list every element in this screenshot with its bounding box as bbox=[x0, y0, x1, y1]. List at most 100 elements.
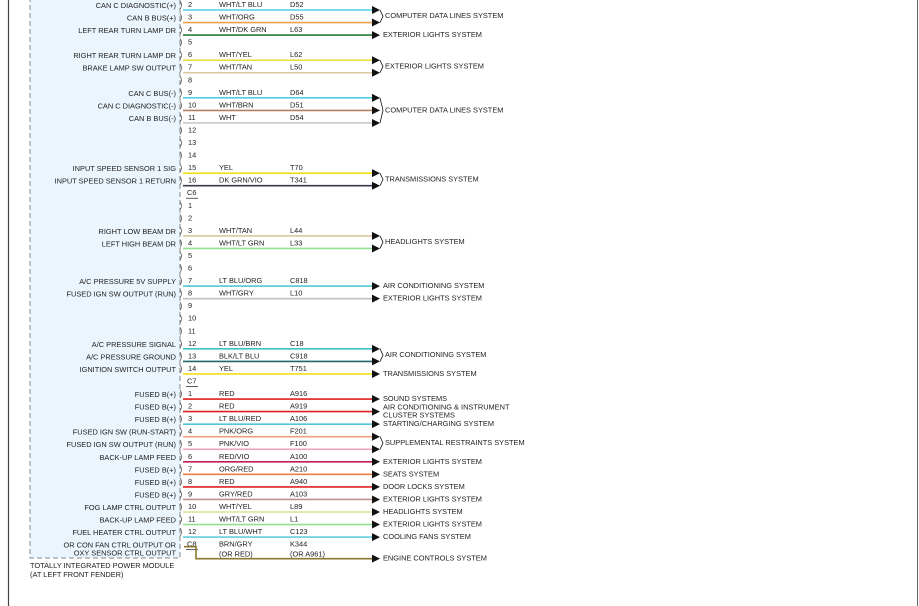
pin-number: 1 bbox=[188, 389, 192, 398]
wire bbox=[184, 545, 372, 560]
wire-color-code: WHT/LT GRN bbox=[219, 238, 264, 247]
arrow bbox=[372, 445, 380, 454]
pin-bracket bbox=[179, 63, 182, 72]
arrow bbox=[372, 395, 380, 404]
pin-label: FUSED B(+) bbox=[135, 478, 176, 487]
pin-number: 13 bbox=[188, 138, 196, 147]
pin-number: 15 bbox=[188, 163, 196, 172]
pin-bracket bbox=[179, 50, 182, 60]
bracket bbox=[379, 9, 384, 23]
destination: AIR CONDITIONING SYSTEM bbox=[385, 350, 486, 359]
circuit-id: A100 bbox=[290, 452, 307, 461]
pin-label: BACK-UP LAMP FEED bbox=[99, 453, 176, 462]
arrow bbox=[372, 554, 380, 563]
pin-bracket bbox=[179, 301, 182, 311]
circuit-id: L1 bbox=[290, 515, 298, 524]
arrow bbox=[372, 6, 380, 14]
wire-color-code: (OR RED) bbox=[219, 550, 253, 559]
pin-bracket bbox=[179, 201, 182, 211]
destination: STARTING/CHARGING SYSTEM bbox=[383, 419, 494, 428]
pin-number: 5 bbox=[188, 251, 192, 260]
pin-bracket bbox=[179, 226, 182, 236]
pin-number: 6 bbox=[188, 264, 192, 273]
footer-text: (AT LEFT FRONT FENDER) bbox=[30, 570, 123, 579]
pin-label: A/C PRESSURE GROUND bbox=[86, 352, 176, 361]
pin-bracket bbox=[179, 427, 182, 436]
pin-bracket bbox=[179, 465, 182, 474]
arrow bbox=[372, 357, 380, 366]
wire-color-code: WHT/ORG bbox=[219, 13, 255, 22]
pin-label: CAN C DIAGNOSTIC(+) bbox=[96, 1, 176, 10]
pin-label: A/C PRESSURE 5V SUPPLY bbox=[79, 277, 176, 286]
destination: COMPUTER DATA LINES SYSTEM bbox=[385, 11, 503, 20]
bracket bbox=[379, 348, 384, 362]
circuit-id: D52 bbox=[290, 0, 304, 9]
pin-number: 7 bbox=[188, 63, 192, 72]
pin-label: FUSED IGN SW OUTPUT (RUN) bbox=[67, 440, 177, 449]
pin-label: BACK-UP LAMP FEED bbox=[99, 516, 176, 525]
pin-number: 4 bbox=[188, 427, 192, 436]
pin-number: 7 bbox=[188, 276, 192, 285]
destination: EXTERIOR LIGHTS SYSTEM bbox=[383, 520, 482, 529]
bracket bbox=[379, 60, 384, 73]
pin-label: LEFT HIGH BEAM DR bbox=[102, 239, 176, 248]
destination: EXTERIOR LIGHTS SYSTEM bbox=[383, 30, 482, 39]
circuit-id: C818 bbox=[290, 276, 308, 285]
pin-number: 11 bbox=[188, 515, 196, 524]
wire-color-code: WHT/LT BLU bbox=[219, 0, 262, 9]
circuit-id: L10 bbox=[290, 289, 302, 298]
pin-bracket bbox=[179, 352, 182, 361]
destination: COMPUTER DATA LINES SYSTEM bbox=[385, 105, 503, 114]
pin-bracket bbox=[179, 440, 182, 449]
arrow bbox=[372, 118, 380, 127]
circuit-id: A106 bbox=[290, 414, 307, 423]
pin-number: 12 bbox=[188, 527, 196, 536]
circuit-id: D51 bbox=[290, 100, 304, 109]
footer-text: TOTALLY INTEGRATED POWER MODULE bbox=[30, 561, 174, 570]
bracket bbox=[379, 172, 384, 186]
pin-number: 14 bbox=[188, 364, 196, 373]
module-box bbox=[29, 0, 181, 559]
circuit-id: A103 bbox=[290, 489, 307, 498]
pin-bracket bbox=[179, 88, 182, 98]
pin-number: 13 bbox=[188, 351, 196, 360]
pin-number: 2 bbox=[188, 213, 192, 222]
arrow bbox=[372, 482, 380, 491]
arrow bbox=[372, 282, 380, 291]
arrow bbox=[372, 432, 380, 441]
pin-bracket bbox=[179, 289, 182, 298]
arrow bbox=[372, 31, 380, 40]
pin-number: 11 bbox=[188, 326, 196, 335]
pin-label: CAN C BUS(-) bbox=[128, 89, 176, 98]
destination: EXTERIOR LIGHTS SYSTEM bbox=[383, 457, 482, 466]
pin-label: RIGHT LOW BEAM DR bbox=[99, 227, 176, 236]
pin-label: FUEL HEATER CTRL OUTPUT bbox=[72, 528, 176, 537]
destination: SUPPLEMENTAL RESTRAINTS SYSTEM bbox=[385, 438, 525, 447]
pin-number: 7 bbox=[188, 464, 192, 473]
arrow bbox=[372, 369, 380, 378]
circuit-id: L89 bbox=[290, 502, 302, 511]
wire-color-code: GRY/RED bbox=[219, 489, 253, 498]
pin-bracket bbox=[179, 76, 182, 85]
connector-label: C8 bbox=[187, 540, 196, 549]
arrow bbox=[372, 457, 380, 466]
circuit-id: (OR A961) bbox=[290, 550, 325, 559]
destination: SEATS SYSTEM bbox=[383, 469, 439, 478]
pin-number: 6 bbox=[188, 50, 192, 59]
arrow bbox=[372, 520, 380, 529]
pin-bracket bbox=[179, 490, 182, 499]
bracket bbox=[379, 436, 384, 450]
arrow bbox=[372, 181, 380, 190]
pin-number: 16 bbox=[188, 176, 196, 185]
circuit-id: C123 bbox=[290, 527, 308, 536]
pin-number: 9 bbox=[188, 301, 192, 310]
destination: EXTERIOR LIGHTS SYSTEM bbox=[383, 494, 482, 503]
circuit-id: D54 bbox=[290, 113, 304, 122]
pin-bracket bbox=[179, 151, 182, 160]
wire-color-code: LT BLU/ORG bbox=[219, 276, 263, 285]
pin-bracket bbox=[179, 176, 182, 185]
circuit-id: L33 bbox=[290, 238, 302, 247]
pin-number: 5 bbox=[188, 439, 192, 448]
pin-number: 1 bbox=[188, 201, 192, 210]
